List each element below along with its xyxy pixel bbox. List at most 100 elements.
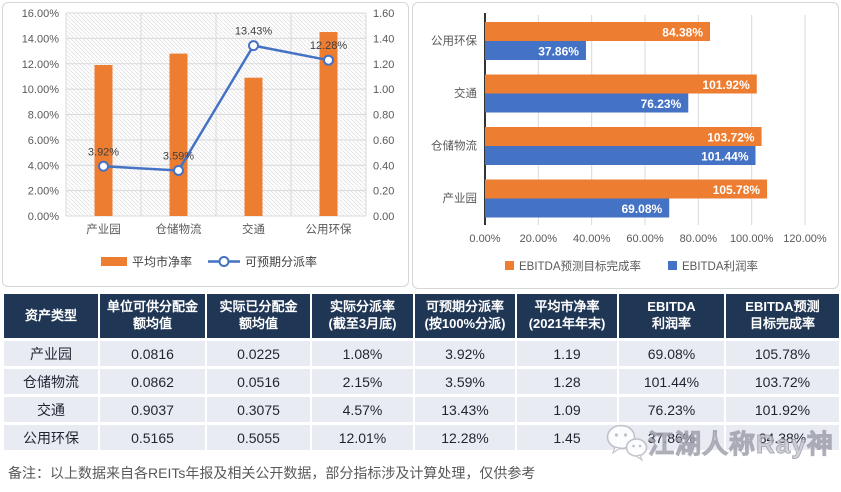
category-label: 仓储物流 [431,138,477,152]
bar-EBITDA预测目标完成率-产业园 [485,179,768,199]
table-cell: 2.15% [312,369,413,394]
bar-data-label: 84.38% [662,26,703,40]
right-axis-tick: 0.80 [373,110,394,122]
combo-chart-panel: 16.00% 1.60 14.00% 1.40 12.00% 1.20 10.00% 1.00… [2,2,409,287]
table-cell: 0.0862 [100,369,205,394]
bar-仓储物流 [169,53,188,216]
table-cell: 76.23% [619,397,724,422]
left-axis-tick: 10.00% [22,84,60,96]
bar-EBITDA利润率-交通 [485,93,689,113]
table-cell: 公用环保 [4,425,98,450]
left-axis-tick: 2.00% [28,186,59,198]
table-cell: 1.28 [517,369,617,394]
x-axis-tick: 40.00% [573,233,611,245]
category-label: 产业园 [443,191,478,205]
table-row: 交通 0.9037 0.3075 4.57% 13.43% 1.09 76.23% 101.9… [4,397,839,422]
horizontal-bar-chart: 0.00% 20.00% 40.00% 60.00% 80.00% 100.00% 120.… [431,13,827,273]
bar-EBITDA利润率-产业园 [485,198,670,218]
table-cell: 1.19 [517,341,617,366]
table-cell: 0.3075 [207,397,310,422]
table-cell: 101.92% [726,397,839,422]
line-marker [248,40,259,52]
column-header: 实际已分配金 额均值 [207,294,310,338]
table-cell: 105.78% [726,341,839,366]
line-marker [323,54,334,66]
table-cell: 产业园 [4,341,98,366]
bar-data-label: 105.78% [713,183,761,197]
line-data-label: 12.28% [310,40,348,52]
bar-产业园 [94,65,113,216]
right-axis-tick: 1.20 [373,59,394,71]
table-cell: 1.45 [517,425,617,450]
bar-data-label: 101.92% [702,78,750,92]
table-cell: 103.72% [726,369,839,394]
table-cell: 3.59% [415,369,515,394]
column-header: EBITDA 利润率 [619,294,724,338]
legend-swatch-marker [218,256,230,267]
table-cell: 0.0225 [207,341,310,366]
table-cell: 1.08% [312,341,413,366]
table-cell: 84.38% [726,425,839,450]
left-axis-tick: 14.00% [22,33,60,45]
x-axis-tick: 0.00% [469,233,500,245]
summary-table: 资产类型 单位可供分配金 额均值 实际已分配金 额均值 实际分派率 (截至3月底) 可预… [2,291,841,453]
column-header: 可预期分派率 (按100%分派) [415,294,515,338]
line-data-label: 3.59% [163,150,194,162]
table-row: 仓储物流 0.0862 0.0516 2.15% 3.59% 1.28 101.44% 103… [4,369,839,394]
category-label: 公用环保 [306,222,352,236]
table-cell: 1.09 [517,397,617,422]
left-axis-tick: 16.00% [22,8,60,20]
left-axis-tick: 0.00% [28,211,59,223]
column-header: EBITDA预测 目标完成率 [726,294,839,338]
line-data-label: 3.92% [88,146,119,158]
line-data-label: 13.43% [235,26,273,38]
table-cell: 交通 [4,397,98,422]
legend-label: EBITDA预测目标完成率 [519,259,641,273]
table-cell: 37.86% [619,425,724,450]
right-axis-tick: 0.00 [373,211,394,223]
table-cell: 69.08% [619,341,724,366]
table-cell: 0.0816 [100,341,205,366]
table-cell: 0.9037 [100,397,205,422]
table-row: 公用环保 0.5165 0.5055 12.01% 12.28% 1.45 37.86% 84… [4,425,839,450]
category-label: 产业园 [86,222,121,236]
right-axis-tick: 1.00 [373,84,394,96]
hbar-chart-panel: 0.00% 20.00% 40.00% 60.00% 80.00% 100.00% 120.… [412,2,839,289]
bar-EBITDA预测目标完成率-公用环保 [485,22,711,41]
category-label: 交通 [242,222,265,236]
column-header: 平均市净率 (2021年年末) [517,294,617,338]
legend-swatch [505,261,514,270]
right-axis-tick: 0.60 [373,135,394,147]
left-axis-tick: 4.00% [28,160,59,172]
table-cell: 12.01% [312,425,413,450]
left-axis-tick: 12.00% [22,59,60,71]
x-axis-tick: 20.00% [520,233,558,245]
legend-label: 可预期分派率 [245,254,317,269]
table-row: 产业园 0.0816 0.0225 1.08% 3.92% 1.19 69.08% 105.7… [4,341,839,366]
category-label: 交通 [454,86,477,100]
column-header: 实际分派率 (截至3月底) [312,294,413,338]
right-axis-tick: 0.40 [373,160,394,172]
x-axis-tick: 60.00% [626,233,664,245]
table-cell: 0.0516 [207,369,310,394]
category-label: 仓储物流 [156,222,202,236]
right-axis-tick: 1.60 [373,8,394,20]
table-header: 资产类型 单位可供分配金 额均值 实际已分配金 额均值 实际分派率 (截至3月底) 可预… [4,294,839,338]
legend-swatch [668,261,677,270]
bar-data-label: 103.72% [707,131,755,145]
column-header: 单位可供分配金 额均值 [100,294,205,338]
bar-EBITDA利润率-公用环保 [485,41,586,60]
footnote: 备注：以上数据来自各REITs年报及相关公开数据，部分指标涉及计算处理，仅供参考 [8,465,536,481]
table-cell: 12.28% [415,425,515,450]
line-series [103,44,329,172]
bar-交通 [244,77,263,216]
category-label: 公用环保 [431,33,477,47]
bar-data-label: 76.23% [641,97,682,111]
line-marker [98,160,109,172]
table-cell: 4.57% [312,397,413,422]
bar-EBITDA预测目标完成率-仓储物流 [485,127,762,146]
table-cell: 0.5055 [207,425,310,450]
right-axis-tick: 0.20 [373,186,394,198]
x-axis-tick: 80.00% [680,233,718,245]
